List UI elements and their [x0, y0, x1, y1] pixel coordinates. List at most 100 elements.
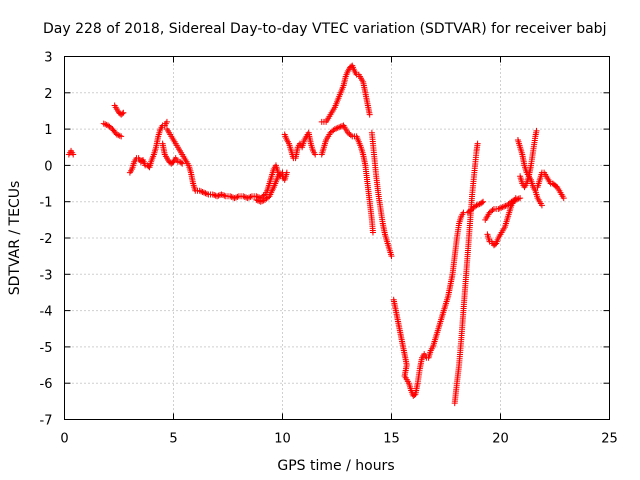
data-point: [509, 198, 516, 205]
data-point: [241, 193, 248, 200]
data-point: [333, 125, 340, 132]
y-tick-label: -4: [40, 305, 53, 320]
y-tick-label: -7: [40, 414, 53, 429]
data-point: [312, 151, 319, 158]
data-point: [209, 191, 216, 198]
y-tick-label: -5: [40, 341, 53, 356]
data-point: [178, 159, 185, 166]
data-point: [473, 202, 480, 209]
data-point: [499, 204, 506, 211]
y-tick-label: 2: [44, 87, 52, 102]
data-point: [214, 193, 221, 200]
y-tick-label: -6: [40, 377, 53, 392]
x-tick-label: 25: [601, 432, 618, 447]
data-point: [388, 253, 395, 260]
data-point: [264, 194, 271, 201]
data-point: [369, 229, 376, 236]
data-point: [512, 196, 519, 203]
x-tick-labels: 0 5 10 15 20 25: [60, 432, 617, 447]
data-point: [254, 197, 261, 204]
data-point: [560, 195, 567, 202]
y-tick-labels: 3 2 1 0 -1 -2 -3 -4 -5 -6 -7: [40, 51, 53, 429]
data-point: [480, 198, 487, 205]
data-point: [232, 194, 239, 201]
y-tick-label: 3: [44, 51, 52, 66]
grid: [64, 56, 610, 420]
data-point: [495, 205, 502, 212]
data-point: [202, 190, 209, 197]
data-points: [65, 62, 567, 407]
data-point: [100, 120, 107, 127]
data-point: [179, 160, 186, 167]
data-point: [120, 109, 127, 116]
data-point: [336, 124, 343, 131]
x-axis-label: GPS time / hours: [277, 458, 394, 474]
x-tick-label: 5: [169, 432, 177, 447]
data-point: [113, 131, 120, 138]
data-point: [231, 195, 238, 202]
y-tick-label: 0: [44, 159, 52, 174]
y-axis-label: SDTVAR / TECUs: [7, 181, 23, 296]
plot-frame: [64, 56, 610, 420]
y-tick-label: -2: [40, 232, 53, 247]
data-point: [116, 132, 123, 139]
data-point: [339, 123, 346, 130]
data-point: [199, 189, 206, 196]
data-point: [240, 193, 247, 200]
data-point: [119, 110, 126, 117]
data-point: [221, 192, 228, 199]
data-point: [203, 190, 210, 197]
data-point: [259, 198, 266, 205]
data-point: [366, 111, 373, 118]
data-point: [279, 169, 286, 176]
data-point: [515, 195, 522, 202]
x-tick-label: 10: [274, 432, 291, 447]
data-point: [118, 133, 125, 140]
data-point: [347, 132, 354, 139]
data-point: [196, 187, 203, 194]
x-tick-label: 15: [383, 432, 400, 447]
chart-title: Day 228 of 2018, Sidereal Day-to-day VTE…: [43, 21, 606, 37]
data-point: [211, 192, 218, 199]
y-tick-label: -3: [40, 268, 53, 283]
x-tick-label: 0: [60, 432, 68, 447]
data-point: [514, 196, 521, 203]
data-point: [278, 170, 285, 177]
data-point: [246, 194, 253, 201]
data-point: [253, 196, 260, 203]
data-point: [102, 121, 109, 128]
data-point: [508, 198, 515, 205]
data-point: [489, 207, 496, 214]
data-point: [538, 202, 545, 209]
data-point: [227, 193, 234, 200]
data-point: [498, 204, 505, 211]
data-point: [334, 124, 341, 131]
y-tick-label: 1: [44, 123, 52, 138]
data-point: [501, 203, 508, 210]
data-point: [70, 151, 77, 158]
data-point: [108, 124, 115, 131]
data-point: [478, 199, 485, 206]
data-point: [198, 188, 205, 195]
data-point: [257, 198, 264, 205]
data-point: [511, 197, 518, 204]
data-point: [218, 191, 225, 198]
data-point: [163, 118, 170, 125]
data-point: [517, 195, 524, 202]
data-point: [215, 192, 222, 199]
data-point: [411, 391, 418, 398]
data-point: [228, 193, 235, 200]
data-point: [496, 205, 503, 212]
data-point: [201, 189, 208, 196]
data-point: [219, 192, 226, 199]
data-point: [244, 195, 251, 202]
data-point: [337, 123, 344, 130]
x-tick-label: 20: [492, 432, 509, 447]
data-point: [247, 193, 254, 200]
y-tick-label: -1: [40, 196, 53, 211]
data-point: [115, 132, 122, 139]
data-point: [474, 140, 481, 147]
data-point: [474, 201, 481, 208]
data-point: [331, 126, 338, 133]
